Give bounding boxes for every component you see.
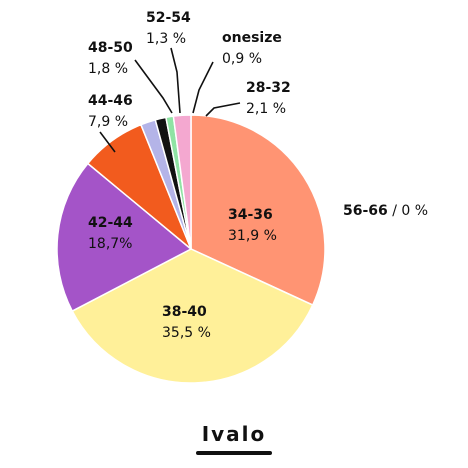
slice-value-34-36: 31,9 % <box>228 228 277 244</box>
slice-value-38-40: 35,5 % <box>162 325 211 341</box>
slice-value-42-44: 18,7% <box>88 236 132 252</box>
zero-slice-label: 56-66 <box>343 203 388 219</box>
slice-label-42-44: 42-44 <box>88 215 133 231</box>
slice-value-44-46: 7,9 % <box>88 114 128 130</box>
title-underline <box>196 451 272 455</box>
zero-slice-value: 0 % <box>401 203 429 219</box>
leader-line-48-50 <box>134 59 173 114</box>
slice-label-52-54: 52-54 <box>146 10 191 26</box>
slice-labels: 34-36 31,9 % 38-40 35,5 % 42-44 18,7% 44-46 7,9… <box>88 10 291 341</box>
slice-label-34-36: 34-36 <box>228 207 273 223</box>
leader-line-28-32 <box>205 102 241 117</box>
leader-line-44-46 <box>99 131 116 153</box>
slice-value-48-50: 1,8 % <box>88 61 128 77</box>
zero-slice-note: 56-66 / 0 % <box>343 203 428 219</box>
pie-slice-42-44 <box>56 162 193 313</box>
slice-value-onesize: 0,9 % <box>222 51 262 67</box>
leader-lines <box>99 47 241 153</box>
pie-slice-28-32 <box>172 114 192 250</box>
slice-label-onesize: onesize <box>222 30 282 46</box>
slice-label-28-32: 28-32 <box>246 80 291 96</box>
leader-line-52-54 <box>170 47 181 114</box>
slice-label-44-46: 44-46 <box>88 93 133 109</box>
pie-slice-34-36 <box>190 114 326 307</box>
chart-title: Ivalo <box>201 422 267 446</box>
slice-value-28-32: 2,1 % <box>246 101 286 117</box>
pie-slice-38-40 <box>71 248 314 384</box>
zero-slice-separator: / <box>392 203 402 219</box>
leader-line-onesize <box>192 61 214 114</box>
slice-value-52-54: 1,3 % <box>146 31 186 47</box>
slice-label-38-40: 38-40 <box>162 304 207 320</box>
slice-label-48-50: 48-50 <box>88 40 133 56</box>
pie-slices <box>56 114 326 384</box>
